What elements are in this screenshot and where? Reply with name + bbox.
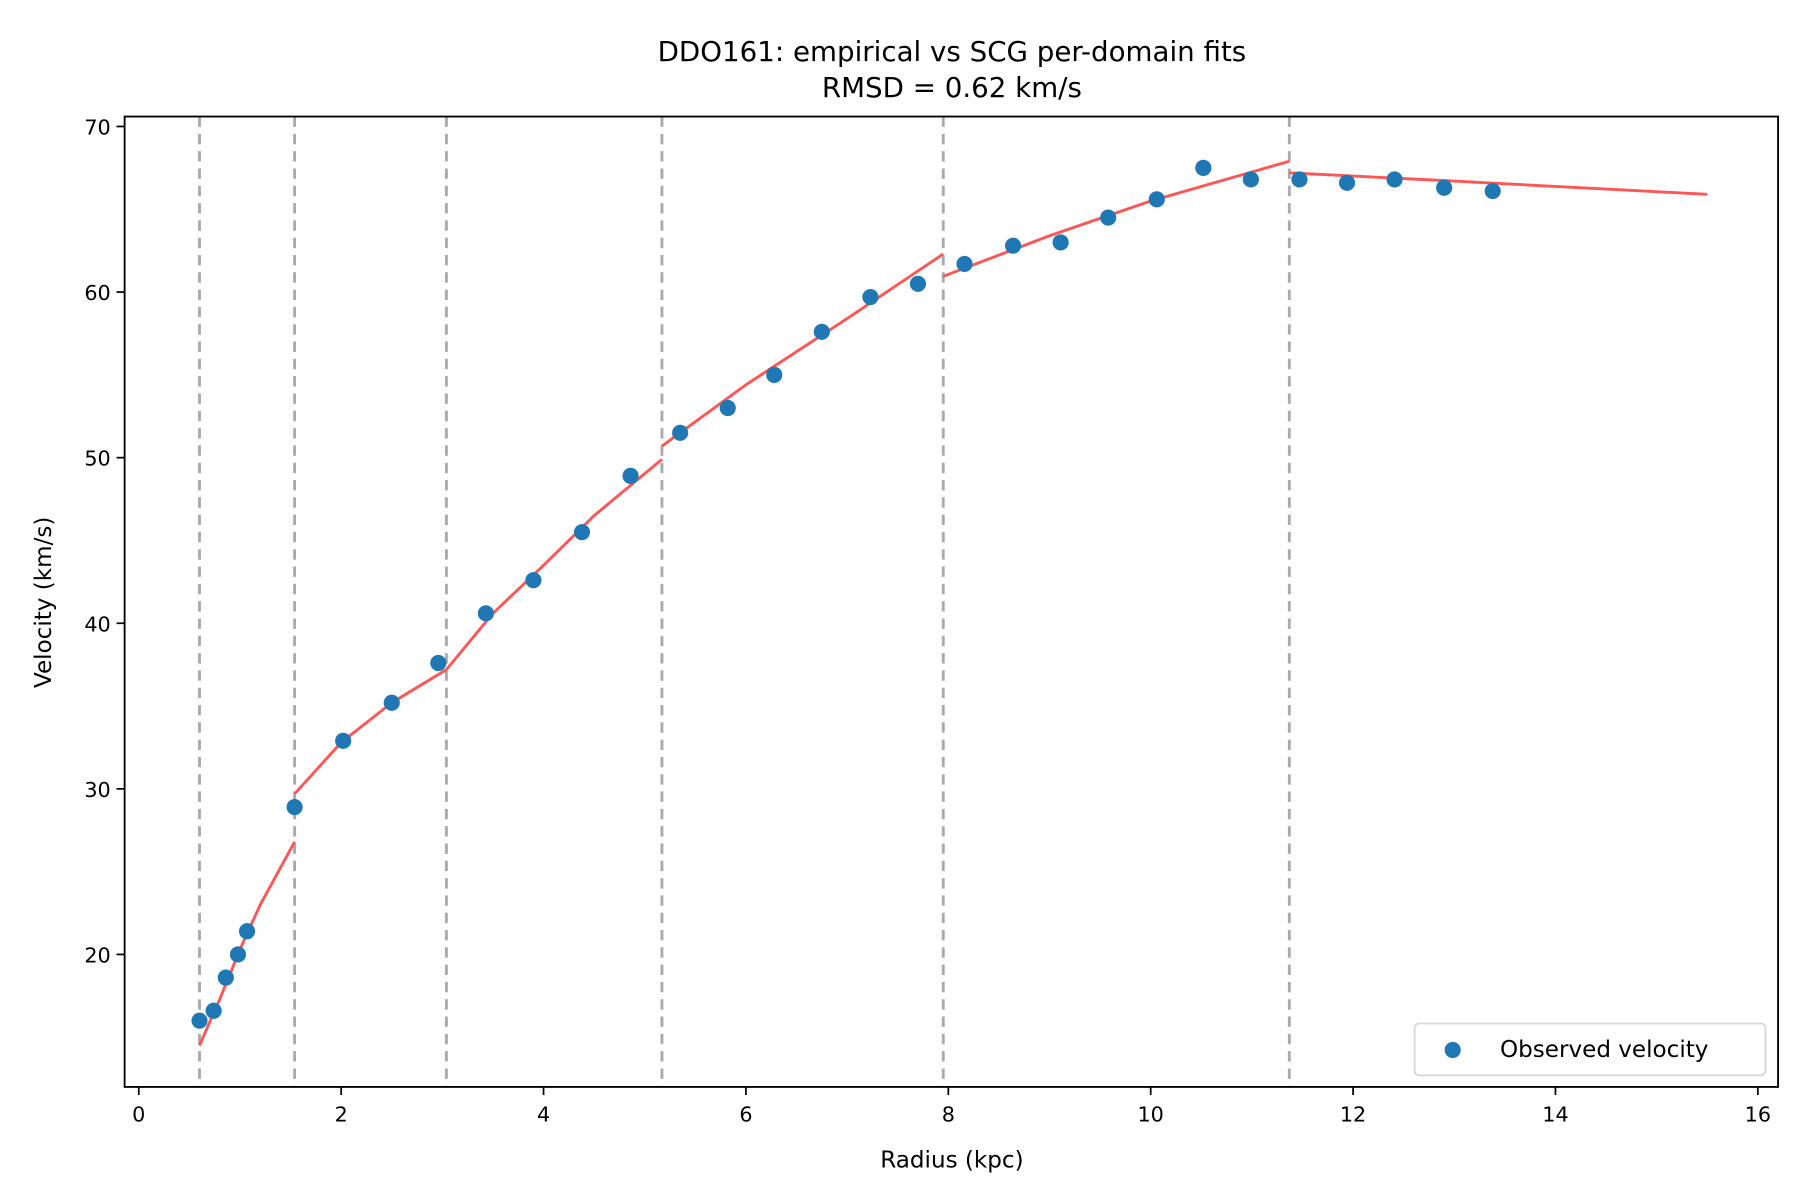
x-tick-label: 10 — [1137, 1103, 1163, 1127]
data-point — [238, 923, 256, 940]
data-point — [335, 732, 352, 749]
data-point — [622, 467, 639, 484]
data-point — [1100, 209, 1117, 226]
x-tick-label: 8 — [942, 1103, 955, 1127]
data-point — [909, 275, 927, 292]
legend-box — [1413, 1022, 1767, 1077]
x-axis: 0 2 4 6 8 10 12 14 16 — [132, 1086, 1771, 1127]
chart-title: DDO161: empirical vs SCG per-domain fits — [658, 35, 1247, 68]
data-point — [1386, 171, 1403, 188]
y-tick-label: 60 — [84, 281, 110, 305]
data-point — [1052, 234, 1069, 251]
data-point — [525, 572, 542, 589]
y-axis: 20 30 40 50 60 70 — [84, 116, 125, 968]
data-point — [229, 946, 247, 963]
data-point — [383, 694, 400, 711]
data-point — [477, 605, 494, 622]
y-tick-label: 70 — [84, 116, 110, 140]
x-tick-label: 0 — [132, 1103, 145, 1127]
x-tick-label: 12 — [1340, 1103, 1366, 1127]
x-tick-label: 6 — [739, 1103, 752, 1127]
y-tick-label: 20 — [84, 944, 110, 968]
chart-subtitle: RMSD = 0.62 km/s — [822, 71, 1082, 104]
data-point — [1148, 191, 1165, 208]
data-point — [862, 288, 879, 306]
y-axis-label: Velocity (km/s) — [31, 517, 57, 688]
data-point — [430, 654, 447, 672]
fit-segment — [293, 668, 448, 795]
legend: Observed velocity — [1413, 1022, 1767, 1077]
data-point — [1436, 179, 1453, 196]
y-tick-label: 40 — [84, 612, 110, 636]
x-tick-label: 2 — [335, 1103, 348, 1127]
data-point — [766, 366, 783, 383]
data-point — [813, 323, 830, 340]
data-point — [1484, 182, 1501, 200]
y-tick-label: 30 — [84, 778, 110, 802]
data-point — [956, 255, 973, 272]
data-point — [573, 524, 591, 541]
data-point — [191, 1012, 208, 1029]
data-point — [1004, 237, 1022, 254]
data-point — [1338, 174, 1356, 191]
fit-segment — [445, 458, 663, 671]
fit-segment — [661, 252, 945, 448]
fit-lines — [198, 159, 1708, 1047]
data-point — [1242, 171, 1259, 188]
x-tick-label: 4 — [537, 1103, 550, 1127]
x-tick-label: 14 — [1542, 1103, 1568, 1127]
data-point — [1195, 159, 1212, 176]
data-point — [205, 1002, 222, 1019]
legend-label: Observed velocity — [1500, 1037, 1708, 1063]
x-axis-label: Radius (kpc) — [880, 1148, 1023, 1174]
plot-frame — [123, 115, 1779, 1088]
data-point — [672, 424, 689, 441]
domain-boundaries — [198, 116, 1291, 1087]
data-points — [191, 159, 1501, 1029]
legend-marker — [1444, 1041, 1461, 1059]
data-point — [719, 399, 736, 417]
y-tick-label: 50 — [84, 447, 110, 471]
x-tick-label: 16 — [1745, 1103, 1771, 1127]
data-point — [217, 969, 234, 986]
fit-segment — [942, 159, 1290, 278]
data-point — [1291, 171, 1308, 188]
data-point — [286, 798, 303, 816]
